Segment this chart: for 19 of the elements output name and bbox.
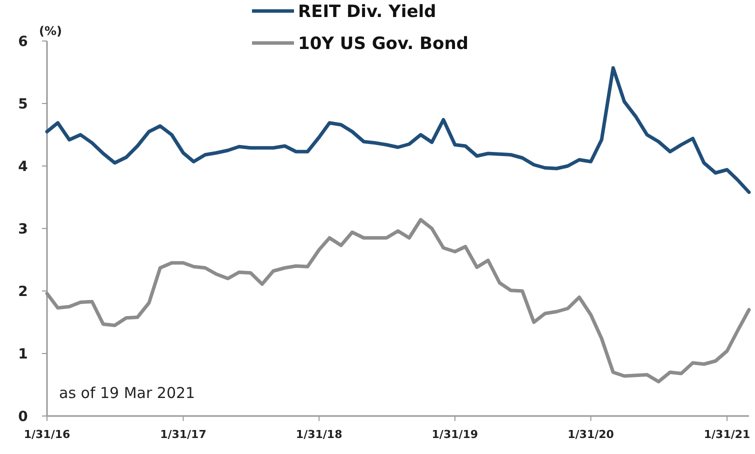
y-axis-title: (%): [39, 24, 62, 38]
y-tick-label: 0: [18, 408, 28, 425]
y-tick-label: 5: [18, 96, 28, 112]
y-tick-label: 6: [18, 34, 28, 50]
x-tick-label: 1/31/17: [160, 428, 206, 441]
x-tick-label: 1/31/18: [296, 428, 342, 441]
x-tick-label: 1/31/20: [568, 428, 614, 441]
y-tick-label: 1: [18, 346, 28, 362]
line-series: [45, 66, 751, 194]
x-tick-label: 1/31/16: [24, 428, 70, 441]
line-series: [45, 218, 751, 384]
x-tick-label: 1/31/21: [704, 428, 750, 441]
y-tick-label: 3: [18, 221, 28, 238]
legend-label: REIT Div. Yield: [298, 2, 436, 22]
annotation: as of 19 Mar 2021: [59, 384, 196, 402]
x-tick-label: 1/31/19: [432, 428, 478, 441]
y-tick-label: 2: [18, 284, 28, 300]
legend-label: 10Y US Gov. Bond: [298, 34, 468, 54]
y-tick-label: 4: [18, 158, 28, 175]
